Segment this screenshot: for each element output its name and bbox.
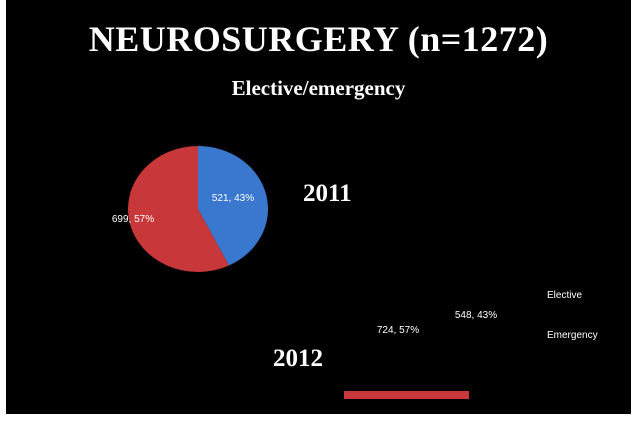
pie-2012-slice-emergency [344, 391, 469, 399]
slide-subtitle: Elective/emergency [231, 76, 406, 100]
slide-title: NEUROSURGERY (n=1272) [88, 19, 549, 59]
pie-chart-2011: 521, 43% 699, 57% [112, 146, 269, 272]
pie-2012-data-label-elective: 548, 43% [455, 310, 497, 321]
pie-charts: 521, 43% 699, 57% 548, 43% 724, 57% [112, 146, 497, 399]
pie-2011-data-label-elective: 521, 43% [212, 193, 254, 204]
legend-entry-emergency: Emergency [547, 330, 598, 341]
pie-chart-2012: 548, 43% 724, 57% [344, 310, 497, 399]
slide: NEUROSURGERY (n=1272) Elective/emergency… [6, 0, 631, 414]
pie-2011-title: 2011 [303, 180, 352, 207]
pie-2012-title: 2012 [273, 345, 323, 372]
pie-2012-data-label-emergency: 724, 57% [377, 325, 419, 336]
pie-2011-slice-emergency [128, 146, 229, 272]
pie-2011-slice-elective [198, 146, 269, 266]
legend-entry-elective: Elective [547, 290, 583, 301]
pie-2011-data-label-emergency: 699, 57% [112, 214, 154, 225]
